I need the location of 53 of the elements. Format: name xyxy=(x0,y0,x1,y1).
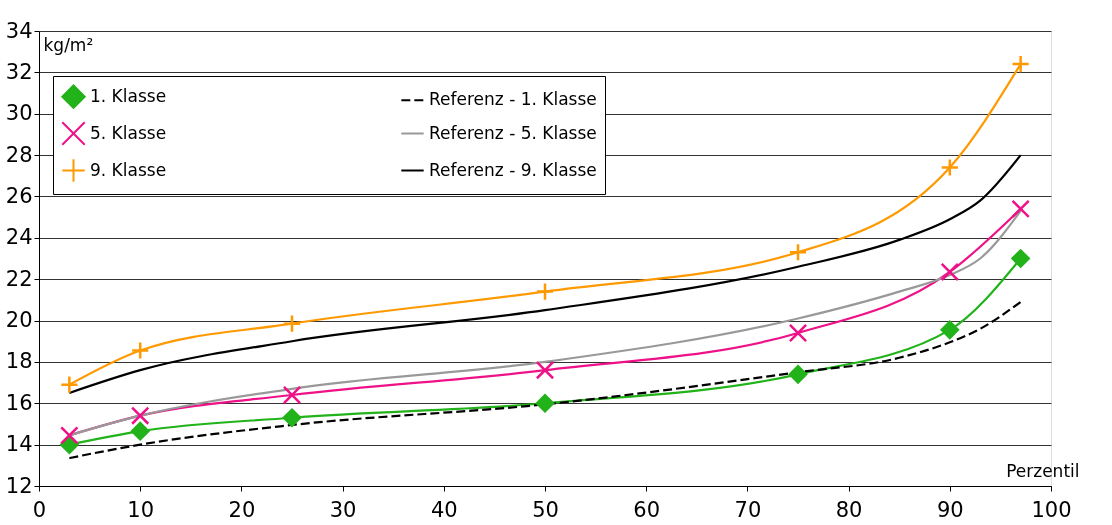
x-tick-label: 40 xyxy=(430,497,458,522)
x-tick-label: 100 xyxy=(1031,497,1072,522)
y-tick-label: 16 xyxy=(5,390,33,415)
x-tick-label: 30 xyxy=(329,497,357,522)
point xyxy=(1011,249,1030,268)
point xyxy=(60,375,79,394)
y-tick-label: 12 xyxy=(5,473,33,498)
point xyxy=(282,408,302,428)
point xyxy=(60,426,79,445)
y-axis-title: kg/m² xyxy=(43,34,94,55)
point xyxy=(535,282,555,301)
y-tick-label: 32 xyxy=(5,59,33,84)
point xyxy=(535,360,555,380)
point xyxy=(940,158,960,177)
legend-label: Referenz - 1. Klasse xyxy=(429,89,597,110)
y-tick-label: 22 xyxy=(5,266,33,291)
x-tick-label: 80 xyxy=(835,497,863,522)
x-tick-label: 90 xyxy=(936,497,964,522)
legend-label: Referenz - 9. Klasse xyxy=(429,159,597,180)
point xyxy=(282,314,302,333)
point xyxy=(1011,54,1030,74)
x-tick-label: 10 xyxy=(127,497,155,522)
y-tick-label: 26 xyxy=(5,183,33,208)
y-tick-label: 24 xyxy=(5,225,33,250)
legend-label: Referenz - 5. Klasse xyxy=(429,122,597,143)
point xyxy=(940,320,960,340)
x-tick-label: 0 xyxy=(32,497,47,522)
legend-label: 5. Klasse xyxy=(90,122,167,143)
point xyxy=(535,393,555,413)
line-series xyxy=(68,300,1022,460)
y-tick-label: 14 xyxy=(5,432,33,457)
point xyxy=(130,421,150,441)
point xyxy=(788,323,808,343)
y-tick-label: 28 xyxy=(5,142,33,167)
point xyxy=(282,385,302,405)
point xyxy=(940,262,960,282)
legend-label: 9. Klasse xyxy=(90,159,167,180)
y-tick-label: 34 xyxy=(5,18,33,43)
legend-label: 1. Klasse xyxy=(90,85,167,106)
y-tick-label: 20 xyxy=(5,308,33,333)
y-tick-label: 30 xyxy=(5,101,33,126)
x-tick-label: 20 xyxy=(228,497,256,522)
point xyxy=(1011,199,1030,219)
line-series xyxy=(68,153,1022,395)
point xyxy=(788,365,808,384)
x-axis-title: Perzentil xyxy=(1006,460,1080,481)
point xyxy=(788,242,808,262)
point xyxy=(130,406,150,425)
y-tick-label: 18 xyxy=(5,349,33,374)
x-tick-label: 50 xyxy=(532,497,559,522)
x-tick-label: 60 xyxy=(633,497,661,522)
x-tick-label: 70 xyxy=(734,497,762,522)
point xyxy=(130,341,150,360)
